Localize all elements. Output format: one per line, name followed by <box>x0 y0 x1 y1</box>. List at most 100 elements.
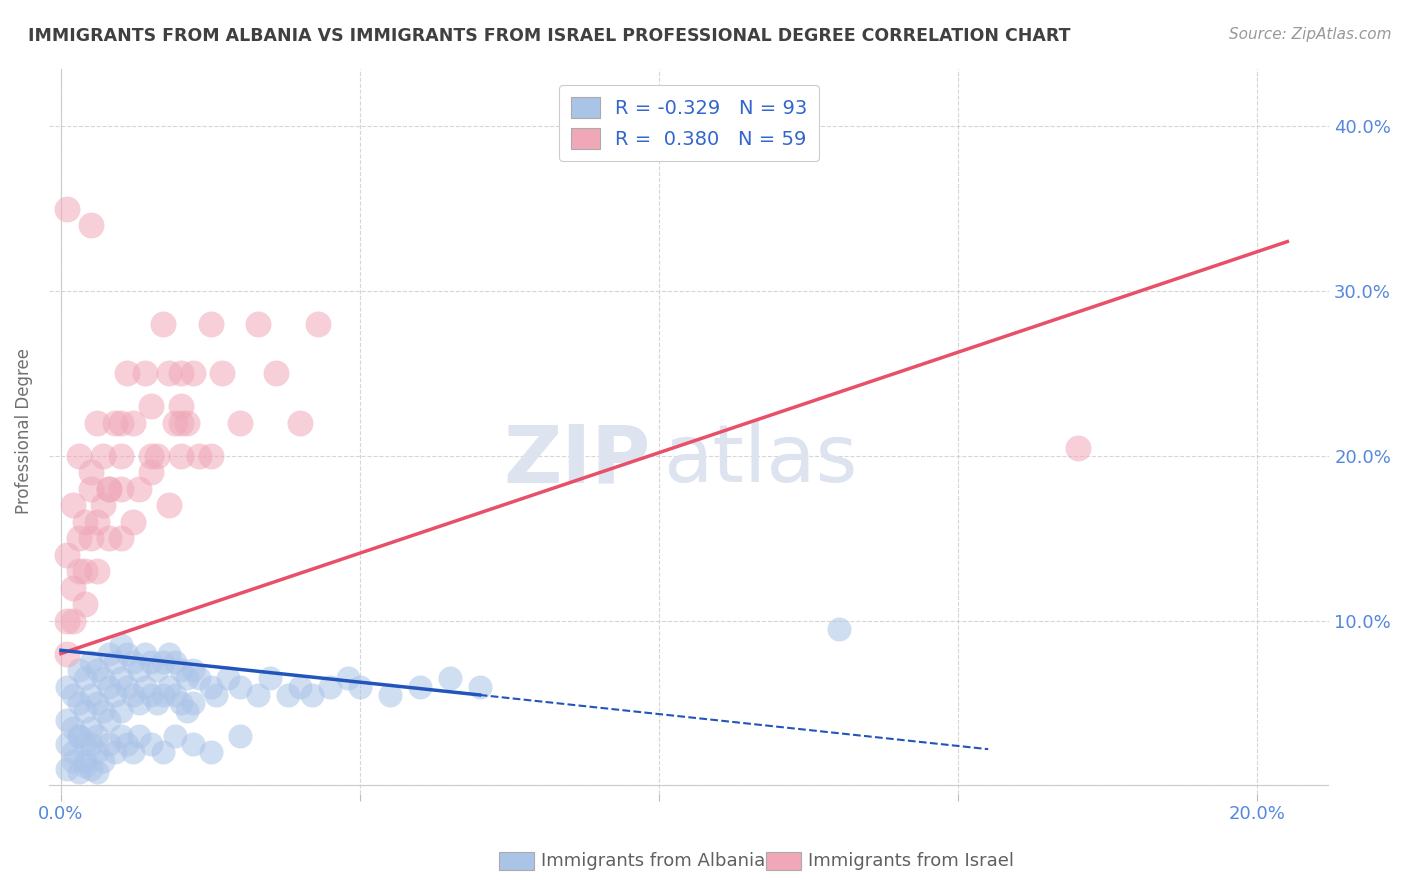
Point <box>139 688 162 702</box>
Point <box>80 762 103 776</box>
Point <box>277 688 299 702</box>
Point <box>468 680 491 694</box>
Point <box>80 465 103 479</box>
Point <box>229 680 252 694</box>
Point <box>200 317 222 331</box>
Text: Immigrants from Albania: Immigrants from Albania <box>541 852 765 870</box>
Point <box>134 367 156 381</box>
Point <box>176 704 198 718</box>
Point <box>104 416 127 430</box>
Point <box>110 729 132 743</box>
Point <box>86 765 108 780</box>
Point <box>115 680 138 694</box>
Point <box>56 548 79 562</box>
Point <box>169 400 191 414</box>
Point <box>211 367 233 381</box>
Point <box>301 688 323 702</box>
Point <box>62 688 84 702</box>
Point <box>73 758 96 772</box>
Point <box>217 671 239 685</box>
Point <box>163 416 186 430</box>
Point <box>56 614 79 628</box>
Point <box>73 737 96 751</box>
Point <box>121 655 143 669</box>
Point <box>97 680 120 694</box>
Point <box>169 367 191 381</box>
Point <box>86 696 108 710</box>
Text: ZIP: ZIP <box>503 421 651 500</box>
Point <box>115 367 138 381</box>
Point <box>73 754 96 768</box>
Point <box>86 416 108 430</box>
Point <box>86 663 108 677</box>
Point <box>62 498 84 512</box>
Point <box>67 729 90 743</box>
Point <box>157 367 180 381</box>
Point <box>67 729 90 743</box>
Text: Immigrants from Israel: Immigrants from Israel <box>808 852 1015 870</box>
Point <box>56 762 79 776</box>
Point <box>290 416 312 430</box>
Point <box>56 202 79 216</box>
Point <box>121 746 143 760</box>
Point <box>176 416 198 430</box>
Point <box>128 729 150 743</box>
Point <box>97 737 120 751</box>
Point <box>152 655 174 669</box>
Point <box>205 688 228 702</box>
Point <box>110 449 132 463</box>
Point <box>157 498 180 512</box>
Y-axis label: Professional Degree: Professional Degree <box>15 348 32 514</box>
Point <box>110 482 132 496</box>
Point <box>319 680 342 694</box>
Point <box>169 696 191 710</box>
Text: atlas: atlas <box>664 421 858 500</box>
Point <box>110 704 132 718</box>
Text: IMMIGRANTS FROM ALBANIA VS IMMIGRANTS FROM ISRAEL PROFESSIONAL DEGREE CORRELATIO: IMMIGRANTS FROM ALBANIA VS IMMIGRANTS FR… <box>28 27 1070 45</box>
Point <box>128 696 150 710</box>
Point <box>139 465 162 479</box>
Point <box>86 729 108 743</box>
Point <box>73 704 96 718</box>
Point <box>307 317 329 331</box>
Point <box>97 531 120 545</box>
Point <box>110 531 132 545</box>
Point <box>247 688 270 702</box>
Point <box>80 482 103 496</box>
Point <box>121 688 143 702</box>
Point <box>134 647 156 661</box>
Point <box>169 416 191 430</box>
Point <box>86 746 108 760</box>
Point <box>152 317 174 331</box>
Point <box>91 449 114 463</box>
Text: Source: ZipAtlas.com: Source: ZipAtlas.com <box>1229 27 1392 42</box>
Point <box>80 218 103 232</box>
Point <box>67 449 90 463</box>
Point <box>266 367 288 381</box>
Point <box>62 614 84 628</box>
Point <box>67 531 90 545</box>
Point <box>97 482 120 496</box>
Point <box>409 680 432 694</box>
Point <box>67 765 90 780</box>
Point <box>181 696 204 710</box>
Point <box>104 688 127 702</box>
Point <box>187 671 209 685</box>
Point <box>157 680 180 694</box>
Point <box>200 746 222 760</box>
Point <box>187 449 209 463</box>
Point <box>259 671 281 685</box>
Point <box>181 737 204 751</box>
Point <box>80 531 103 545</box>
Point <box>181 367 204 381</box>
Point <box>73 597 96 611</box>
Point <box>200 680 222 694</box>
Legend: R = -0.329   N = 93, R =  0.380   N = 59: R = -0.329 N = 93, R = 0.380 N = 59 <box>560 86 820 161</box>
Point <box>176 671 198 685</box>
Point <box>86 515 108 529</box>
Point <box>163 655 186 669</box>
Point <box>115 737 138 751</box>
Point <box>97 482 120 496</box>
Point <box>80 688 103 702</box>
Point <box>86 564 108 578</box>
